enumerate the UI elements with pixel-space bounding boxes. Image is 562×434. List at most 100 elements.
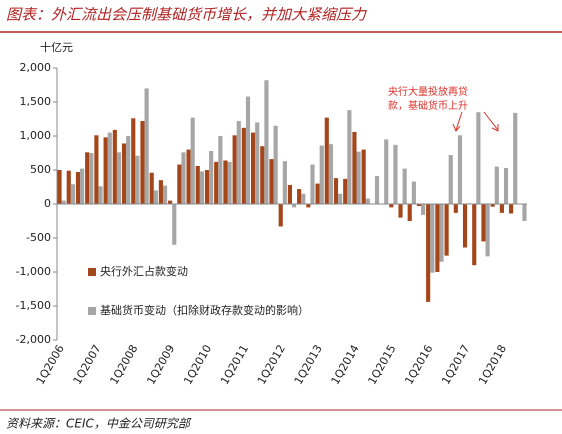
bar — [319, 145, 324, 204]
bar — [374, 176, 380, 204]
bar — [494, 166, 499, 204]
y-tick-label: 1,500 — [20, 95, 52, 108]
bar — [66, 170, 71, 204]
bar — [57, 170, 62, 204]
bar — [278, 204, 283, 227]
x-tick-label: 1Q2009 — [144, 343, 177, 387]
x-tick-label: 1Q2007 — [71, 343, 104, 387]
bar — [121, 143, 127, 204]
y-tick-label: -1,000 — [16, 265, 51, 278]
bar — [411, 181, 416, 204]
bar — [444, 204, 449, 256]
y-axis-label: 十亿元 — [40, 40, 73, 54]
bar — [453, 204, 458, 213]
bar — [485, 204, 490, 257]
bar — [223, 160, 228, 204]
bar — [149, 172, 154, 204]
bar — [140, 121, 145, 204]
bar — [260, 146, 265, 204]
annotation: 款，基础货币上升 — [388, 99, 468, 112]
bar — [324, 117, 329, 204]
x-tick-label: 1Q2006 — [34, 343, 67, 387]
y-tick-label: 0 — [44, 197, 51, 210]
bar — [255, 122, 260, 204]
bar — [361, 149, 366, 204]
bar — [292, 204, 297, 208]
bar — [407, 204, 412, 221]
bar — [204, 170, 210, 204]
bar — [393, 144, 398, 204]
x-tick-label: 1Q2016 — [402, 343, 435, 387]
bar — [80, 168, 85, 204]
bar — [402, 168, 407, 204]
bar — [144, 88, 149, 204]
bar — [98, 186, 103, 204]
bar — [352, 131, 357, 204]
legend-swatch — [88, 268, 96, 276]
legend-label: 基础货币变动（扣除财政存款变动的影响） — [100, 303, 309, 317]
bar — [435, 204, 440, 272]
y-tick-label: -1,500 — [16, 299, 51, 312]
y-tick-label: 2,000 — [20, 61, 52, 74]
bar — [135, 155, 140, 204]
bar — [264, 80, 269, 204]
x-tick-label: 1Q2017 — [439, 343, 472, 387]
bar — [209, 150, 214, 204]
bar — [315, 183, 320, 204]
bar — [476, 112, 481, 204]
bar — [462, 204, 468, 248]
annotation: 央行大量投放再贷 — [388, 85, 468, 98]
bar — [343, 178, 348, 204]
bar — [421, 204, 426, 215]
bar — [365, 198, 370, 204]
legend-label: 央行外汇占款变动 — [100, 264, 188, 278]
bar — [214, 161, 219, 204]
x-tick-label: 1Q2013 — [292, 343, 325, 387]
bar — [301, 193, 306, 204]
bar — [177, 164, 182, 204]
source: 资料来源：CEIC，中金公司研究部 — [6, 417, 192, 431]
x-tick-label: 1Q2010 — [181, 343, 214, 387]
legend-swatch — [88, 307, 96, 315]
bar — [245, 96, 251, 204]
bar — [310, 164, 315, 204]
bar — [426, 204, 431, 302]
x-tick-label: 1Q2015 — [365, 343, 398, 387]
bar — [89, 153, 94, 204]
bar — [186, 149, 191, 204]
bar — [297, 189, 302, 204]
bar — [472, 204, 477, 266]
bar — [287, 184, 292, 204]
bar — [94, 135, 99, 204]
bar — [509, 204, 514, 214]
bar — [306, 204, 311, 208]
arrow — [452, 111, 463, 132]
bar — [503, 167, 509, 204]
bar — [85, 152, 90, 204]
bar — [499, 204, 504, 213]
bar — [168, 200, 173, 204]
x-tick-label: 1Q2012 — [255, 343, 288, 387]
bar — [328, 144, 334, 204]
bar — [199, 171, 204, 204]
bar — [158, 180, 163, 204]
bar — [153, 190, 158, 204]
bar — [131, 118, 136, 204]
bar — [457, 135, 463, 204]
bar — [269, 159, 274, 204]
bar — [398, 204, 403, 218]
chart-title: 图表：外汇流出会压制基础货币增长，并加大紧缩压力 — [6, 6, 367, 24]
bar — [232, 135, 237, 204]
bar — [172, 204, 177, 245]
bar — [522, 204, 527, 221]
bar — [227, 161, 232, 204]
bar — [481, 204, 486, 242]
bar — [448, 155, 453, 204]
bar — [273, 125, 278, 204]
bar — [389, 204, 394, 208]
bar — [439, 204, 444, 262]
bar — [103, 137, 108, 204]
bar — [75, 172, 81, 204]
y-tick-label: -2,000 — [16, 333, 51, 346]
